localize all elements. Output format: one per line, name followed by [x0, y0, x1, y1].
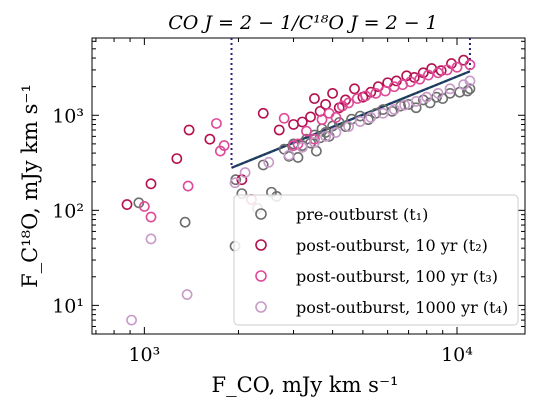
legend-box — [233, 194, 519, 326]
data-point-t2 — [340, 94, 351, 106]
data-point-t4 — [229, 177, 241, 189]
data-point-t4 — [444, 83, 456, 95]
data-point-t2 — [204, 133, 216, 145]
data-point-t3 — [422, 69, 434, 81]
y-axis-ticks: 10¹ 10² 10³ — [52, 40, 525, 335]
data-point-t4 — [432, 87, 444, 99]
data-point-t2 — [309, 93, 320, 104]
data-point-t3 — [278, 112, 290, 124]
data-point-t4 — [421, 91, 433, 103]
data-point-t3 — [323, 107, 335, 119]
data-point-t3 — [138, 200, 150, 212]
fit-line — [231, 70, 471, 169]
y-tick-label: 10¹ — [52, 295, 84, 317]
data-point-t2 — [121, 199, 133, 210]
reference-lines — [230, 38, 471, 169]
legend-marker-t2 — [255, 239, 267, 251]
data-point-t1 — [410, 102, 422, 114]
data-points — [121, 54, 476, 326]
data-point-t3 — [379, 85, 391, 97]
legend-marker-t1 — [255, 208, 267, 220]
data-point-t1 — [340, 121, 351, 133]
x-axis-label: F_CO, mJy km s⁻¹ — [212, 373, 399, 397]
data-point-t2 — [435, 65, 447, 77]
data-point-t3 — [145, 211, 157, 223]
data-point-t3 — [441, 64, 453, 76]
data-point-t1 — [257, 159, 269, 171]
data-point-t4 — [388, 104, 400, 115]
data-point-t3 — [343, 97, 354, 109]
data-point-t3 — [309, 133, 320, 145]
data-point-t2 — [296, 116, 308, 128]
data-point-t2 — [171, 153, 183, 165]
data-point-t1 — [395, 100, 406, 112]
data-point-t3 — [182, 180, 194, 192]
data-point-t2 — [305, 111, 316, 123]
data-point-t3 — [464, 59, 476, 71]
chart-title: CO J = 2 − 1/C¹⁸O J = 2 − 1 — [168, 12, 438, 34]
data-point-t4 — [410, 95, 422, 107]
data-point-t4 — [239, 167, 251, 178]
legend-label-t3: post-outburst, 100 yr (t₃) — [296, 267, 498, 286]
data-point-t1 — [179, 216, 191, 228]
data-point-t4 — [283, 149, 295, 161]
data-point-t4 — [330, 127, 342, 138]
legend-label-t2: post-outburst, 10 yr (t₂) — [296, 236, 488, 255]
data-point-t2 — [257, 107, 269, 119]
legend: pre-outburst (t₁) post-outburst, 10 yr (t… — [233, 194, 519, 326]
data-point-t4 — [181, 289, 193, 300]
data-point-t4 — [464, 75, 476, 87]
data-point-t1 — [417, 94, 429, 106]
x-axis-ticks: 10³ 10⁴ — [95, 38, 473, 366]
data-point-t4 — [309, 136, 320, 148]
data-point-t3 — [330, 111, 342, 123]
y-tick-label: 10³ — [52, 105, 84, 127]
data-point-t3 — [301, 125, 312, 137]
data-point-t3 — [211, 118, 222, 129]
y-axis-label: F_C¹⁸O, mJy km s⁻¹ — [18, 84, 42, 288]
data-point-t3 — [370, 87, 382, 99]
data-point-t4 — [320, 130, 332, 142]
y-tick-label: 10² — [52, 200, 84, 222]
data-point-t1 — [133, 197, 145, 209]
data-point-t4 — [365, 111, 377, 123]
legend-marker-t3 — [255, 270, 267, 282]
data-point-t2 — [183, 124, 195, 136]
data-point-t2 — [288, 119, 299, 130]
legend-marker-t4 — [255, 301, 267, 313]
data-point-t2 — [327, 87, 338, 99]
data-point-t4 — [296, 141, 308, 153]
data-point-t1 — [310, 145, 322, 157]
data-point-t4 — [399, 99, 411, 111]
data-point-t4 — [343, 121, 354, 133]
data-point-t1 — [424, 97, 436, 109]
data-point-t3 — [360, 90, 371, 102]
data-point-t2 — [320, 99, 332, 110]
data-point-t2 — [273, 124, 285, 136]
x-tick-label: 10⁴ — [441, 344, 473, 366]
data-point-t2 — [349, 83, 360, 95]
x-tick-label: 10³ — [128, 344, 160, 366]
data-point-t3 — [337, 100, 348, 112]
data-point-t4 — [126, 314, 137, 326]
data-point-t3 — [414, 73, 426, 85]
data-point-t3 — [316, 114, 328, 126]
data-point-t4 — [354, 116, 366, 127]
data-point-t4 — [263, 156, 275, 168]
data-point-t4 — [145, 233, 157, 245]
data-point-t2 — [145, 178, 157, 190]
data-point-t1 — [362, 114, 374, 126]
data-point-t4 — [377, 107, 389, 119]
plot-area — [91, 37, 526, 335]
data-point-t3 — [451, 61, 463, 73]
data-point-t3 — [218, 140, 230, 151]
legend-label-t4: post-outburst, 1000 yr (t₄) — [296, 298, 508, 317]
legend-label-t1: pre-outburst (t₁) — [296, 205, 428, 224]
data-point-t1 — [292, 152, 304, 163]
